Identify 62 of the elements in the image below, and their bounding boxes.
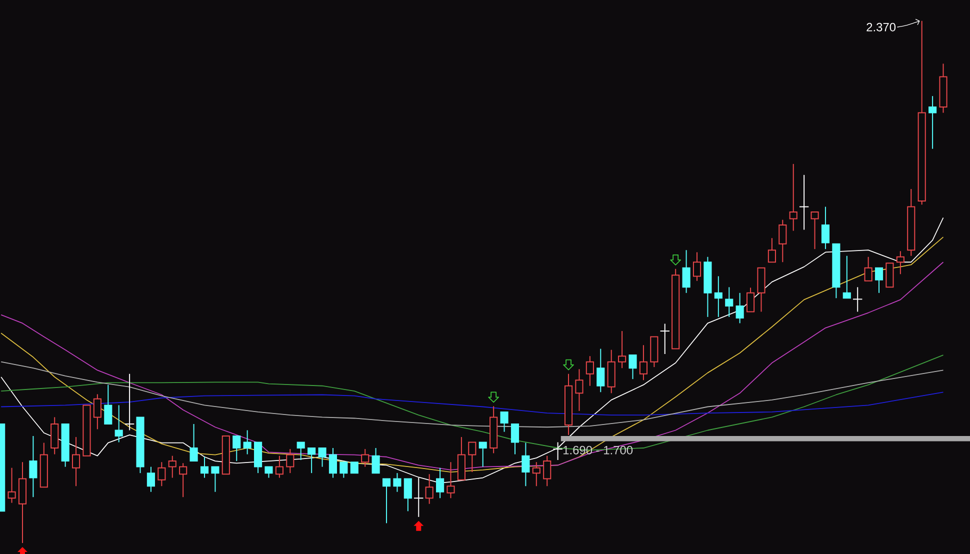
- candlestick: [575, 368, 584, 412]
- candlestick: [264, 466, 273, 478]
- candlestick: [340, 462, 348, 478]
- candlestick: [286, 448, 294, 474]
- candlestick: [328, 448, 338, 478]
- candlestick: [692, 252, 702, 282]
- candlestick: [789, 163, 798, 232]
- candlestick: [168, 455, 176, 478]
- candlestick: [586, 356, 594, 386]
- annotation: 2.370: [866, 22, 896, 32]
- candlestick: [746, 287, 755, 312]
- candlestick: [372, 448, 380, 474]
- candlestick: [404, 478, 412, 512]
- candlestick: [736, 292, 744, 324]
- candlestick: [478, 442, 487, 468]
- candlestick: [190, 423, 198, 462]
- candlestick: [243, 430, 252, 455]
- candlestick: [468, 442, 476, 473]
- candlestick: [8, 467, 16, 504]
- candlestick: [510, 423, 520, 455]
- candlestick: [500, 411, 508, 432]
- candlestick: [104, 384, 112, 424]
- candlestick: [179, 462, 188, 498]
- candlestick: [778, 219, 787, 263]
- candlestick: [146, 466, 155, 492]
- candlestick: [543, 455, 552, 487]
- candlestick: [896, 250, 904, 275]
- candlestick: [29, 435, 38, 498]
- candlestick: [714, 276, 722, 318]
- candlestick: [158, 462, 166, 487]
- candlestick: [768, 238, 776, 263]
- candlestick: [211, 466, 220, 492]
- candlestick: [382, 478, 391, 524]
- candlestick: [275, 455, 284, 478]
- candlestick: [446, 462, 455, 499]
- candlestick: [842, 255, 851, 299]
- candlestick: [810, 211, 819, 250]
- candlestick: [821, 206, 830, 250]
- candlestick: [72, 436, 80, 487]
- candlestick: [93, 394, 102, 430]
- candlestick: [725, 286, 734, 318]
- candlestick: [864, 256, 872, 282]
- candlestick: [350, 462, 358, 474]
- candlestick: [436, 467, 444, 499]
- candlestick: [425, 474, 434, 504]
- candlestick: [596, 348, 605, 393]
- candlestick: [639, 344, 648, 381]
- candlestick: [318, 448, 326, 468]
- candlestick: [361, 448, 370, 468]
- candlestick: [628, 354, 637, 380]
- candlestick: [682, 250, 690, 294]
- candlestick: [114, 404, 123, 443]
- candlestick: [618, 330, 626, 369]
- candlestick: [200, 456, 209, 478]
- candlestick: [393, 472, 402, 492]
- candlestick: [308, 448, 316, 474]
- candlestick: [928, 96, 937, 150]
- candlestick: [522, 442, 530, 487]
- candlestick: [874, 267, 884, 294]
- candlestick: [296, 442, 305, 461]
- candlestick: [532, 462, 540, 487]
- candlestick: [232, 435, 241, 462]
